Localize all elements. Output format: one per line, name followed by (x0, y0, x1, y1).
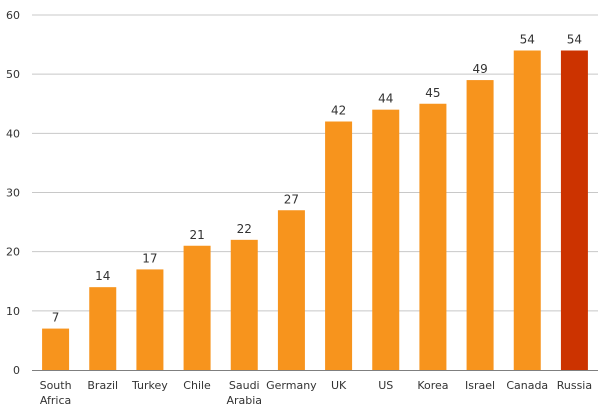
x-category-label: Saudi (229, 379, 260, 392)
x-category-label: Brazil (87, 379, 118, 392)
bar (372, 109, 400, 371)
data-label: 21 (189, 228, 204, 242)
bar (466, 80, 494, 370)
bar (183, 245, 211, 370)
x-category-label: Turkey (131, 379, 168, 392)
data-label: 42 (331, 104, 346, 118)
x-category-label: Germany (266, 379, 317, 392)
x-category-label: Russia (557, 379, 592, 392)
bar (136, 269, 164, 370)
data-labels: 7 14 17 21 22 27 42 44 45 49 54 54 (52, 33, 582, 325)
y-tick-label: 10 (6, 305, 20, 318)
y-tick-label: 40 (6, 127, 20, 140)
data-label: 17 (142, 251, 157, 265)
x-category-label: Canada (506, 379, 548, 392)
x-category-label: South (40, 379, 72, 392)
x-category-label: Israel (465, 379, 495, 392)
bar (230, 239, 258, 370)
y-tick-label: 0 (13, 364, 20, 377)
bar (325, 121, 353, 370)
x-axis-categories: South Africa Brazil Turkey Chile Saudi Arabia G… (40, 379, 593, 407)
y-tick-label: 30 (6, 187, 20, 200)
x-category-label: Korea (417, 379, 448, 392)
y-tick-label: 20 (6, 246, 20, 259)
x-category-label: US (378, 379, 393, 392)
data-label: 22 (237, 222, 252, 236)
data-label: 14 (95, 269, 110, 283)
x-category-label: UK (331, 379, 347, 392)
data-label: 44 (378, 92, 393, 106)
data-label: 54 (520, 33, 535, 47)
bar (560, 50, 588, 370)
bar (419, 103, 447, 370)
x-category-label: Arabia (226, 394, 262, 407)
data-label: 7 (52, 311, 60, 325)
bar (89, 287, 117, 370)
bar (277, 210, 305, 370)
bar (42, 328, 70, 370)
gridlines (32, 14, 598, 312)
data-label: 49 (472, 62, 487, 76)
y-axis-ticks: 0 10 20 30 40 50 60 (6, 9, 20, 377)
y-tick-label: 60 (6, 9, 20, 22)
data-label: 45 (425, 86, 440, 100)
data-label: 54 (567, 33, 582, 47)
x-category-label: Chile (183, 379, 211, 392)
bars (42, 50, 588, 371)
x-category-label: Africa (40, 394, 71, 407)
data-label: 27 (284, 192, 299, 206)
y-tick-label: 50 (6, 68, 20, 81)
bar (513, 50, 541, 370)
